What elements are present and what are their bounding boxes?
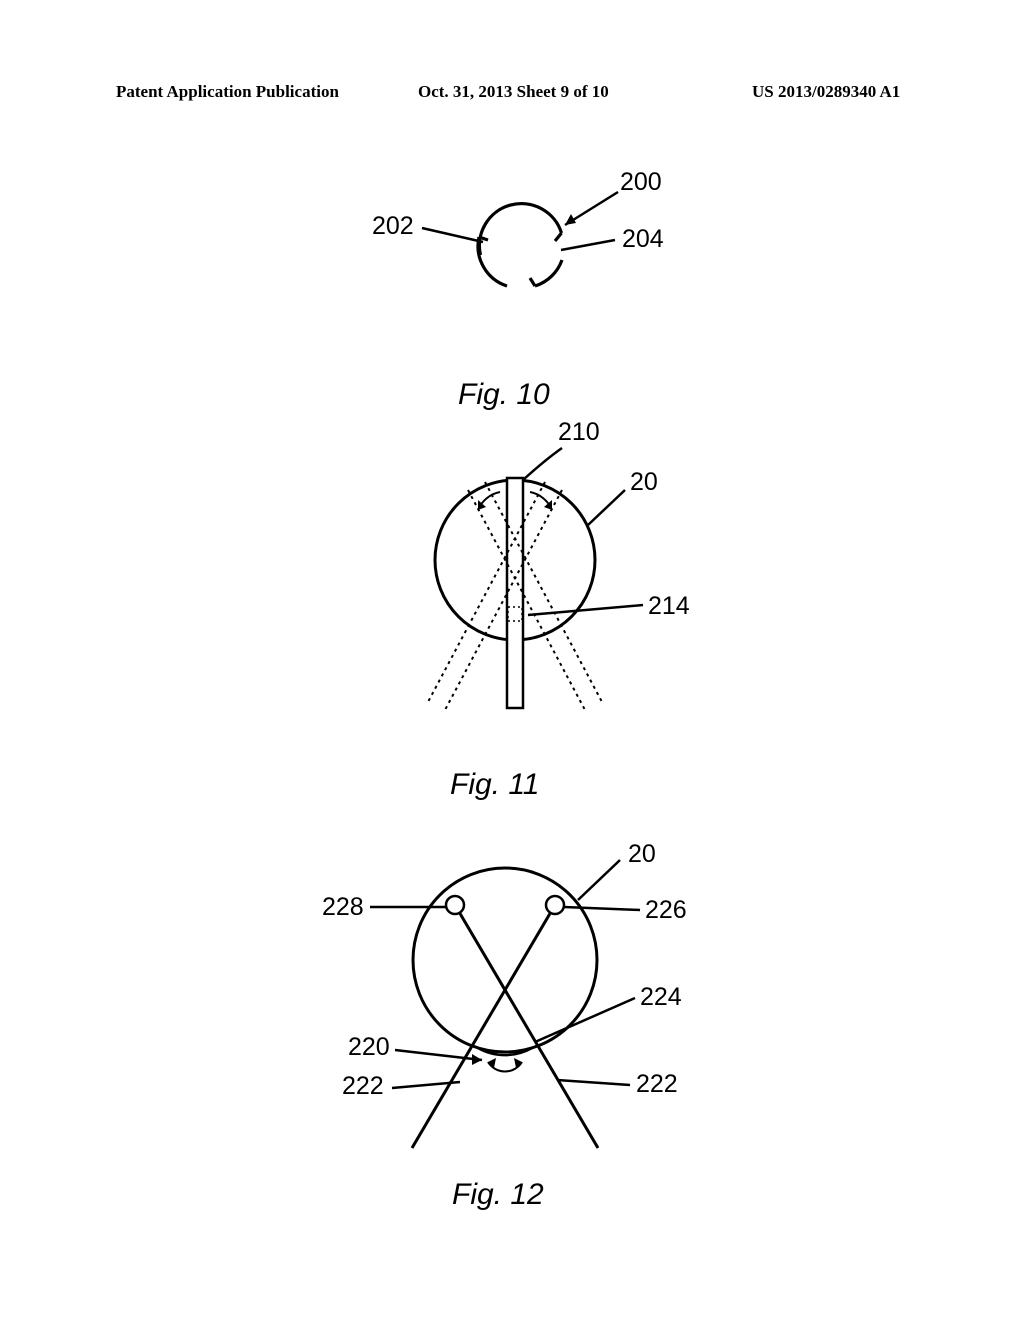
ref-226: 226	[645, 896, 687, 925]
ref-200: 200	[620, 168, 662, 197]
ref-20-fig11: 20	[630, 468, 658, 497]
ref-222-left: 222	[342, 1072, 384, 1101]
ref-20-fig12: 20	[628, 840, 656, 869]
ref-222-right: 222	[636, 1070, 678, 1099]
header-center: Oct. 31, 2013 Sheet 9 of 10	[418, 82, 609, 102]
caption-fig12: Fig. 12	[452, 1178, 544, 1212]
ref-210: 210	[558, 418, 600, 447]
ref-214: 214	[648, 592, 690, 621]
ref-220: 220	[348, 1033, 390, 1062]
ref-204: 204	[622, 225, 664, 254]
ref-228: 228	[322, 893, 364, 922]
ref-224: 224	[640, 983, 682, 1012]
page-header: Patent Application Publication Oct. 31, …	[0, 82, 1024, 112]
caption-fig10: Fig. 10	[458, 378, 550, 412]
caption-fig11: Fig. 11	[450, 768, 540, 802]
header-left: Patent Application Publication	[116, 82, 339, 102]
ref-202: 202	[372, 212, 414, 241]
header-right: US 2013/0289340 A1	[752, 82, 900, 102]
figure-10	[360, 170, 700, 350]
